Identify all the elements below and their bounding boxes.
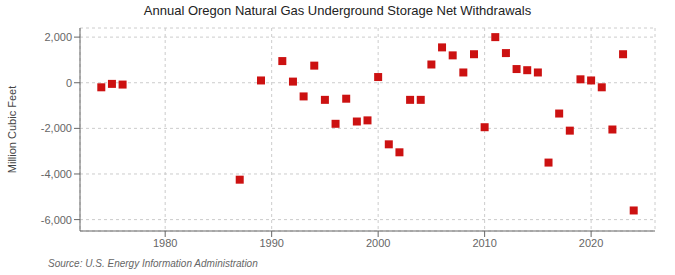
svg-text:Million Cubic Feet: Million Cubic Feet: [8, 86, 18, 173]
svg-text:1990: 1990: [259, 237, 283, 249]
svg-text:-6,000: -6,000: [41, 214, 72, 226]
svg-text:2,000: 2,000: [44, 31, 72, 43]
svg-text:2000: 2000: [366, 237, 390, 249]
html-text:Annual Oregon Natural Gas Unde: Annual Oregon Natural Gas Underground St…: [143, 3, 532, 18]
svg-text:2020: 2020: [579, 237, 603, 249]
svg-text:0: 0: [66, 77, 72, 89]
svg-text:2010: 2010: [472, 237, 496, 249]
html-text:Source: U.S. Energy Informatio: Source: U.S. Energy Information Administ…: [48, 258, 258, 269]
svg-text:-4,000: -4,000: [41, 168, 72, 180]
svg-text:1980: 1980: [153, 237, 177, 249]
svg-text:-2,000: -2,000: [41, 122, 72, 134]
